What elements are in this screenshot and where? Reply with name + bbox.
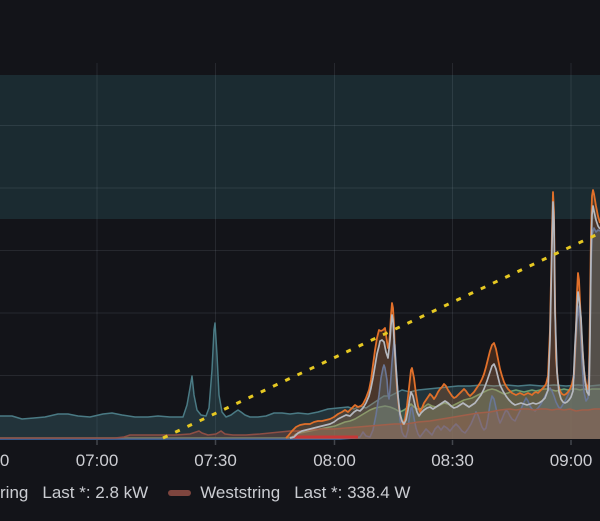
series-blue-area [0, 228, 600, 439]
plot-area[interactable] [0, 0, 600, 448]
x-tick-label: 09:00 [549, 451, 593, 470]
legend-swatch-icon[interactable] [168, 490, 192, 496]
series-grey-line [289, 201, 600, 439]
legend-item-partial[interactable]: ring Last *: 2.8 kW [0, 483, 148, 503]
weststring-line [0, 408, 600, 439]
x-tick-label: 07:30 [194, 451, 237, 470]
legend-last-value: Last *: 2.8 kW [42, 483, 149, 502]
series-grey-area [290, 202, 600, 439]
series-teal-area [0, 323, 600, 439]
legend-label[interactable]: Weststring [200, 483, 281, 502]
series-orange-area [286, 190, 600, 439]
series-orange-line [285, 189, 600, 439]
legend-item-weststring[interactable]: Weststring Last *: 338.4 W [168, 483, 410, 503]
threshold-region [0, 75, 600, 219]
x-axis: 06:30 07:00 07:30 08:00 08:30 09:00 [0, 450, 600, 474]
x-tick-label: 07:00 [75, 451, 119, 470]
series-teal-line [0, 322, 600, 420]
x-tick-label: 08:00 [313, 451, 356, 470]
legend-label[interactable]: ring [0, 483, 29, 502]
legend-last-value: Last *: 338.4 W [294, 483, 411, 502]
weststring-area [0, 409, 600, 439]
legend: ring Last *: 2.8 kW Weststring Last *: 3… [0, 481, 600, 505]
x-tick-label: 06:30 [0, 451, 10, 470]
series-green-area [0, 389, 600, 439]
x-tick-label: 08:30 [431, 451, 474, 470]
